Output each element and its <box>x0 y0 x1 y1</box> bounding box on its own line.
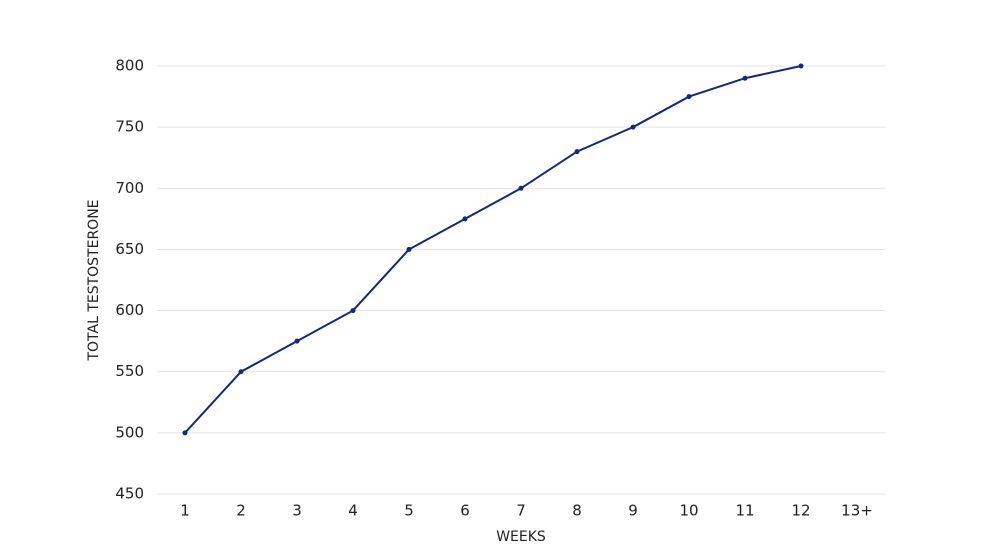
y-tick-label: 600 <box>115 301 144 319</box>
x-tick-label: 10 <box>679 502 698 520</box>
point <box>462 216 468 222</box>
point <box>742 75 748 81</box>
y-tick-label: 500 <box>115 423 144 441</box>
point <box>574 149 580 155</box>
x-tick-label: 9 <box>628 502 638 520</box>
point <box>518 185 524 191</box>
point <box>238 369 244 375</box>
x-tick-label: 11 <box>735 502 754 520</box>
x-axis-title: WEEKS <box>496 529 546 545</box>
point <box>630 124 636 130</box>
x-tick-label: 6 <box>460 502 470 520</box>
y-tick-label: 450 <box>115 485 144 503</box>
point <box>294 338 300 344</box>
y-axis-title: TOTAL TESTOSTERONE <box>86 199 102 361</box>
x-tick-label: 3 <box>292 502 302 520</box>
point <box>406 246 412 252</box>
x-tick-label: 2 <box>236 502 246 520</box>
x-tick-label: 12 <box>791 502 810 520</box>
x-tick-label: 1 <box>180 502 190 520</box>
point <box>182 430 188 436</box>
x-tick-label: 4 <box>348 502 358 520</box>
point <box>686 94 692 100</box>
y-tick-label: 650 <box>115 240 144 258</box>
x-tick-label: 5 <box>404 502 414 520</box>
point <box>798 63 804 69</box>
point <box>350 308 356 314</box>
x-tick-label: 7 <box>516 502 526 520</box>
y-tick-label: 700 <box>115 179 144 197</box>
series-line <box>184 65 802 434</box>
x-tick-label: 8 <box>572 502 582 520</box>
y-tick-label: 800 <box>115 57 144 75</box>
x-tick-label: 13+ <box>841 502 873 520</box>
y-tick-label: 750 <box>115 118 144 136</box>
y-tick-label: 550 <box>115 362 144 380</box>
